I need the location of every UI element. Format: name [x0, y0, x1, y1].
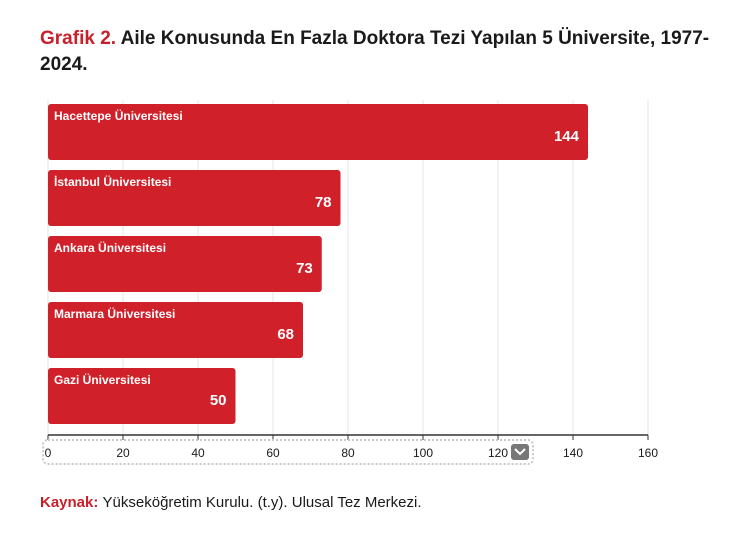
- x-tick-label: 160: [638, 446, 658, 460]
- bar-category-label: Marmara Üniversitesi: [54, 306, 175, 321]
- x-tick-label: 140: [563, 446, 583, 460]
- x-tick-label: 60: [266, 446, 280, 460]
- chart-title: Grafik 2. Aile Konusunda En Fazla Doktor…: [40, 26, 720, 78]
- bar-category-label: Hacettepe Üniversitesi: [54, 108, 183, 123]
- title-text: Aile Konusunda En Fazla Doktora Tezi Yap…: [40, 28, 710, 75]
- bar-value-label: 144: [554, 128, 580, 145]
- source-note: Kaynak: Yükseköğretim Kurulu. (t.y). Ulu…: [40, 494, 422, 511]
- bar-value-label: 68: [277, 326, 294, 343]
- bar: [48, 170, 341, 226]
- source-text: Yükseköğretim Kurulu. (t.y). Ulusal Tez …: [102, 494, 422, 511]
- bar-value-label: 50: [210, 392, 227, 409]
- bar-category-label: İstanbul Üniversitesi: [54, 174, 171, 189]
- x-tick-label: 20: [116, 446, 130, 460]
- bar-category-label: Gazi Üniversitesi: [54, 372, 151, 387]
- x-tick-label: 0: [45, 446, 52, 460]
- bar: [48, 104, 588, 160]
- bar-value-label: 78: [315, 194, 332, 211]
- chart-scroll-area[interactable]: [42, 439, 534, 465]
- bar-category-label: Ankara Üniversitesi: [54, 240, 166, 255]
- chevron-down-icon[interactable]: [511, 444, 529, 460]
- bar: [48, 368, 236, 424]
- bar: [48, 236, 322, 292]
- source-label: Kaynak:: [40, 494, 99, 511]
- x-tick-label: 120: [488, 446, 508, 460]
- x-tick-label: 80: [341, 446, 355, 460]
- title-prefix: Grafik 2.: [40, 28, 117, 49]
- x-tick-label: 40: [191, 446, 205, 460]
- bar-value-label: 73: [296, 260, 313, 277]
- x-tick-label: 100: [413, 446, 433, 460]
- bar: [48, 302, 303, 358]
